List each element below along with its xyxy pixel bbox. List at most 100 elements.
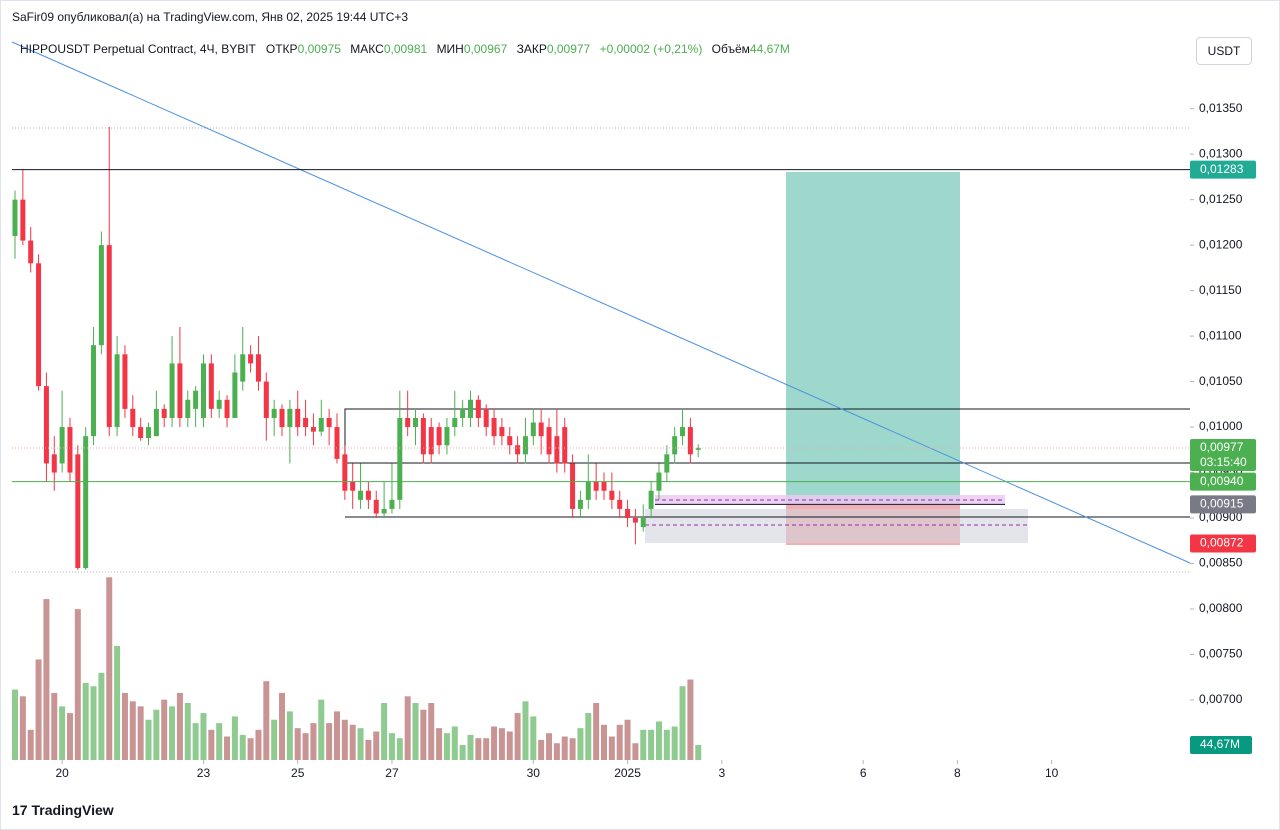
volume-bar: [593, 703, 600, 760]
volume-bar: [294, 728, 301, 760]
candle-body: [130, 408, 136, 428]
candle-body: [146, 427, 152, 438]
candle-body: [36, 263, 42, 387]
volume-bar: [318, 699, 325, 760]
volume-bar: [498, 728, 505, 760]
y-tick-label: 0,01100: [1199, 328, 1242, 342]
candle-body: [570, 463, 576, 509]
volume-bar: [538, 739, 545, 760]
y-tick-label: 0,01300: [1199, 146, 1243, 160]
x-tick-label: 30: [527, 766, 541, 780]
volume-bar: [224, 736, 231, 760]
volume-bar: [333, 711, 340, 760]
volume-bar: [388, 733, 395, 760]
candle-body: [687, 427, 693, 455]
range-top: [344, 408, 1190, 463]
candle-body: [208, 363, 214, 409]
candle-body: [12, 199, 18, 237]
volume-bar: [74, 609, 81, 760]
volume-bar: [640, 729, 647, 760]
candle-body: [648, 490, 654, 509]
price-marker: [1190, 534, 1256, 553]
price-marker: [1190, 438, 1256, 471]
candle-body: [83, 436, 89, 569]
volume-bar: [153, 709, 160, 760]
y-tick-label: 0,01200: [1199, 237, 1243, 251]
y-tick-label: 0,00700: [1199, 692, 1243, 706]
volume-bar: [263, 681, 270, 760]
x-tick-label: 3: [718, 766, 725, 780]
candle-body: [295, 408, 301, 428]
candle-body: [554, 436, 560, 464]
candle-body: [522, 436, 528, 455]
volume-marker-label: 44,67M: [1200, 737, 1240, 751]
volume-bar: [530, 716, 537, 760]
volume-bar: [231, 716, 238, 760]
candle-body: [593, 481, 599, 491]
candle-body: [467, 399, 473, 418]
candle-body: [28, 240, 34, 264]
x-tick-label: 23: [197, 766, 211, 780]
change: +0,00002 (+0,21%): [599, 42, 703, 56]
volume-bar: [286, 711, 293, 760]
volume-bar: [601, 724, 607, 760]
volume-bar: [428, 703, 435, 760]
legend: HIPPOUSDT Perpetual Contract, 4Ч, BYBIT …: [20, 42, 796, 56]
volume-value: 44,67M: [749, 42, 790, 56]
volume-bar: [12, 689, 18, 760]
candle-body: [640, 518, 646, 528]
volume-bar: [35, 659, 42, 760]
y-tick-label: 0,01350: [1199, 101, 1243, 115]
volume-bar: [546, 733, 553, 760]
volume-bar: [106, 577, 113, 760]
volume-bar: [129, 701, 136, 760]
candle-body: [91, 345, 97, 437]
candle-body: [185, 399, 191, 418]
candle-body: [491, 417, 497, 437]
candle-body: [59, 427, 65, 464]
candle-body: [428, 427, 434, 455]
candle-body: [177, 363, 183, 418]
candle-body: [334, 427, 340, 459]
candle-body: [169, 363, 175, 418]
volume-bar: [357, 728, 364, 760]
candle-body: [389, 499, 395, 509]
price-marker-label: 0,00940: [1200, 474, 1244, 488]
volume-bar: [514, 713, 521, 760]
close-label: ЗАКР: [516, 42, 547, 56]
candle-body: [444, 427, 450, 446]
candle-body: [98, 245, 104, 346]
volume-bar: [247, 738, 254, 760]
volume-bar: [616, 724, 623, 760]
currency-button[interactable]: USDT: [1196, 37, 1252, 65]
trend-line: [11, 41, 1191, 564]
volume-bar: [459, 744, 466, 760]
volume-bar: [176, 692, 183, 760]
volume-bar: [349, 724, 356, 760]
candle-body: [436, 427, 442, 446]
volume-marker: [1190, 736, 1252, 755]
candle-body: [405, 417, 411, 428]
candle-body: [51, 454, 57, 473]
price-marker-label: 0,00915: [1200, 497, 1244, 511]
volume-bar: [467, 734, 474, 760]
volume-bar: [396, 738, 403, 760]
volume-bar: [506, 731, 513, 760]
candle-body: [483, 408, 489, 428]
candle-body: [303, 417, 309, 428]
y-tick-label: 0,01050: [1199, 374, 1243, 388]
x-tick-label: 20: [55, 766, 69, 780]
volume-bar: [663, 729, 670, 760]
profit-zone: [786, 172, 960, 505]
volume-bar: [655, 721, 662, 760]
volume-bar: [632, 743, 639, 760]
volume-bar: [608, 736, 615, 760]
candle-body: [546, 427, 552, 455]
x-tick-label: 10: [1045, 766, 1059, 780]
volume-bar: [145, 719, 152, 760]
volume-bar: [436, 728, 443, 760]
candle-body: [397, 417, 403, 500]
y-tick-label: 0,00850: [1199, 556, 1243, 570]
